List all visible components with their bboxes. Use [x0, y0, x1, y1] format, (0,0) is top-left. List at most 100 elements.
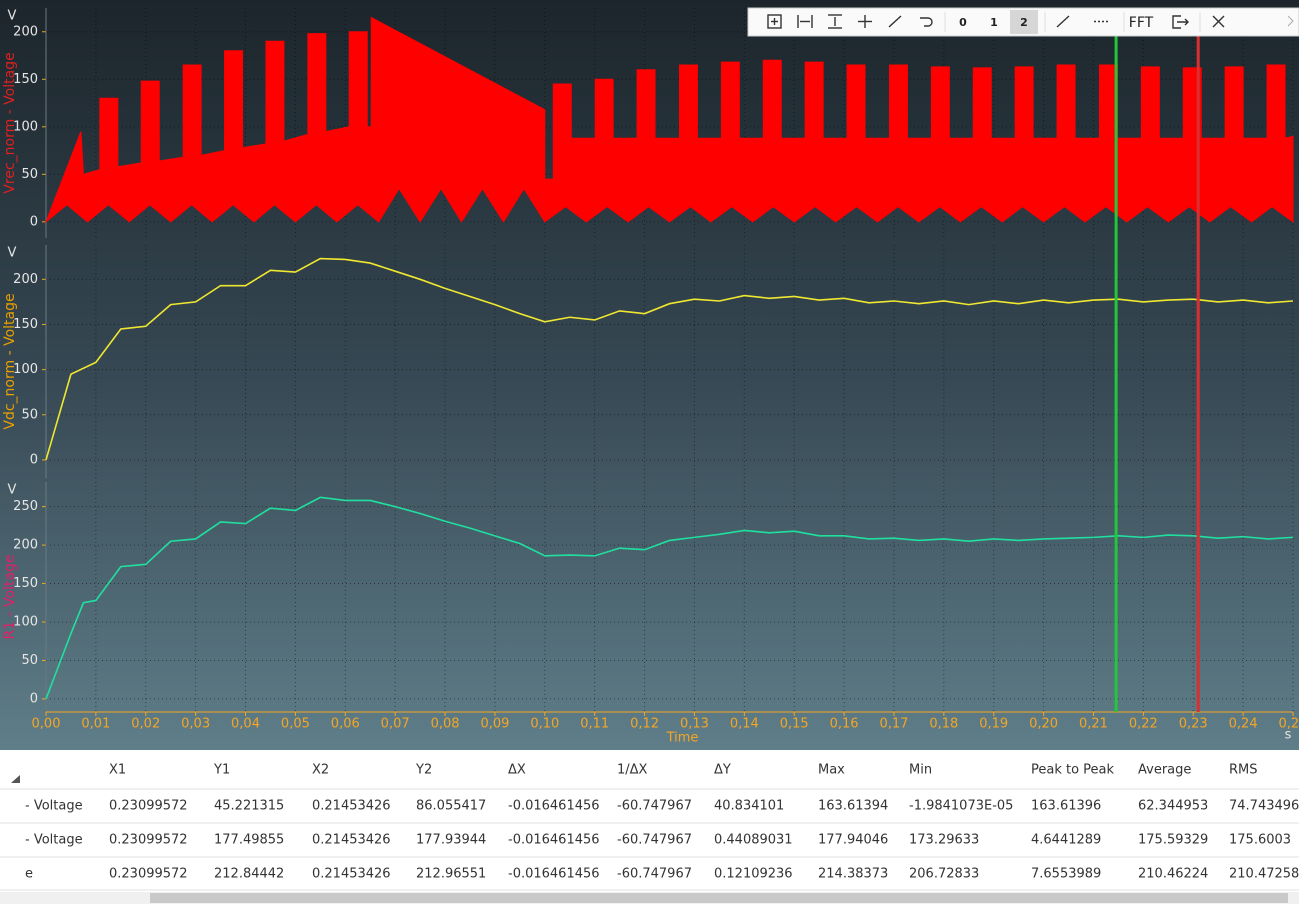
x-tick-label: 0,12	[630, 717, 659, 732]
cursor-button[interactable]	[1056, 15, 1070, 28]
y-tick-label: 0	[30, 214, 38, 229]
table-cell: -1.9841073E-05	[909, 799, 1013, 814]
export-button[interactable]	[1172, 15, 1189, 29]
y-unit: V	[8, 246, 17, 261]
fit-button[interactable]	[888, 15, 902, 28]
table-cell: 7.6553989	[1031, 867, 1101, 882]
table-cell: 173.29633	[909, 833, 979, 848]
x-tick-label: 0,01	[81, 717, 110, 732]
toolbar-more[interactable]	[1287, 15, 1294, 27]
table-header: 1/ΔX	[617, 763, 648, 778]
table-cell: 0.21453426	[312, 833, 391, 848]
x-tick-label: 0,00	[32, 717, 61, 732]
x-tick-label: 0,21	[1079, 717, 1108, 732]
table-cell: 210.46224	[1138, 867, 1208, 882]
signal-line	[45, 496, 1294, 700]
table-cell: -60.747967	[617, 867, 692, 882]
table-header: ΔX	[508, 763, 526, 778]
x-tick-label: 0,19	[979, 717, 1008, 732]
table-header: Y2	[415, 763, 432, 778]
table-cell: -0.016461456	[508, 799, 600, 814]
undo-button[interactable]	[920, 17, 933, 27]
table-cell: 0.12109236	[714, 867, 793, 882]
table-cell: 163.61394	[818, 799, 888, 814]
table-cell: 0.21453426	[312, 799, 391, 814]
y-tick-label: 150	[13, 576, 38, 591]
table-cell: 212.84442	[214, 867, 284, 882]
table-cell: 175.6003	[1229, 833, 1291, 848]
toolbar-button[interactable]: FFT	[1129, 15, 1154, 31]
table-cell: 0.23099572	[109, 799, 188, 814]
x-tick-label: 0,16	[830, 717, 859, 732]
y-axis-label: Vrec_norm - Voltage	[2, 52, 18, 193]
table-cell: 74.743496	[1229, 799, 1299, 814]
y-unit: V	[8, 9, 17, 24]
table-header: Y1	[213, 763, 230, 778]
table-header: Max	[818, 763, 845, 778]
table-cell: e	[25, 867, 33, 882]
zoom-box-button[interactable]	[767, 14, 782, 29]
x-tick-label: 0,13	[680, 717, 709, 732]
table-cell: 86.055417	[416, 799, 486, 814]
y-tick-label: 100	[13, 615, 38, 630]
pan-button[interactable]	[858, 15, 872, 28]
table-cell: 175.59329	[1138, 833, 1208, 848]
table-header: Average	[1138, 763, 1191, 778]
table-header: ΔY	[714, 763, 731, 778]
y-tick-label: 100	[13, 362, 38, 377]
table-bg	[0, 750, 1299, 904]
scrollbar-thumb[interactable]	[150, 893, 1288, 903]
table-cell: 0.23099572	[109, 833, 188, 848]
y-tick-label: 250	[13, 499, 38, 514]
table-cell: -0.016461456	[508, 867, 600, 882]
x-unit: s	[1285, 728, 1292, 743]
table-cell: 0.21453426	[312, 867, 391, 882]
x-tick-label: 0,23	[1179, 717, 1208, 732]
selected-bg	[1010, 10, 1038, 34]
x-tick-label: 0,24	[1229, 717, 1258, 732]
zoom-x-button[interactable]	[797, 15, 813, 28]
y-tick-label: 200	[13, 24, 38, 39]
y-tick-label: 50	[21, 653, 38, 668]
x-tick-label: 0,11	[580, 717, 609, 732]
x-tick-label: 0,10	[530, 717, 559, 732]
y-tick-label: 150	[13, 317, 38, 332]
table-cell: 210.47258	[1229, 867, 1299, 882]
x-tick-label: 0,15	[780, 717, 809, 732]
table-cell: -0.016461456	[508, 833, 600, 848]
table-cell: 212.96551	[416, 867, 486, 882]
x-tick-label: 0,20	[1029, 717, 1058, 732]
table-header: Min	[909, 763, 932, 778]
zoom-y-button[interactable]	[828, 14, 842, 29]
y-axis-label: Vdc_norm - Voltage	[2, 293, 18, 429]
x-tick-label: 0,06	[331, 717, 360, 732]
toolbar: 0 1 2 FFT	[747, 7, 1299, 37]
table-cell: 45.221315	[214, 799, 284, 814]
x-tick-label: 0,08	[431, 717, 460, 732]
table-cell: -60.747967	[617, 799, 692, 814]
toolbar-button[interactable]: 1	[990, 16, 998, 29]
x-tick-label: 0,25	[1279, 717, 1299, 732]
table-cell: - Voltage	[25, 833, 83, 848]
x-tick-label: 0,17	[879, 717, 908, 732]
x-axis-label: Time	[666, 731, 699, 746]
y-tick-label: 200	[13, 272, 38, 287]
x-tick-label: 0,05	[281, 717, 310, 732]
signal-line	[45, 257, 1294, 461]
x-tick-label: 0,02	[131, 717, 160, 732]
x-tick-label: 0,04	[231, 717, 260, 732]
y-tick-label: 50	[21, 167, 38, 182]
signal-band	[44, 16, 1294, 224]
x-tick-label: 0,07	[381, 717, 410, 732]
x-tick-label: 0,18	[929, 717, 958, 732]
measurement-table: X1 Y1 X2 Y2 ΔX 1/ΔX ΔY Max Min Peak to Peak Averag…	[0, 763, 1299, 891]
y-tick-label: 0	[30, 452, 38, 467]
toolbar-button[interactable]: 0	[959, 16, 967, 29]
close-button[interactable]	[1212, 15, 1225, 28]
table-header: X1	[109, 763, 126, 778]
table-cell: 177.94046	[818, 833, 888, 848]
y-tick-label: 50	[21, 407, 38, 422]
toolbar-button[interactable]: 2	[1020, 16, 1028, 29]
